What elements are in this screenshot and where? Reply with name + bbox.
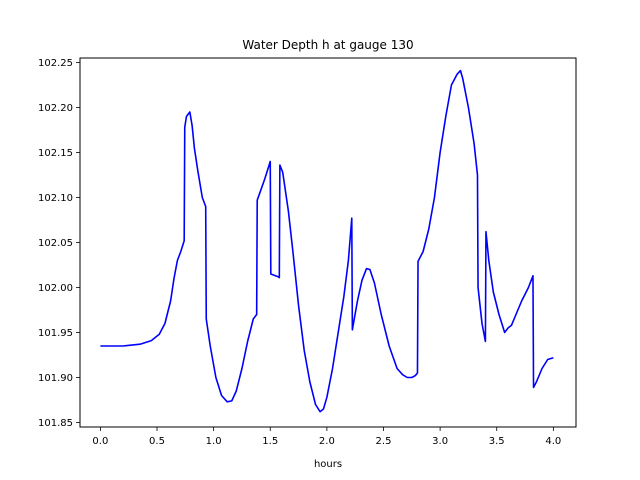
x-axis: 0.0 0.5 1.0 1.5 2.0 2.5 3.0 3.5 4.0 — [92, 427, 561, 447]
plot-frame — [79, 57, 577, 428]
x-tick-label: 2.5 — [376, 436, 392, 447]
x-axis-label: hours — [314, 459, 342, 470]
x-tick-label: 1.5 — [262, 436, 278, 447]
y-tick-label: 101.90 — [38, 373, 73, 384]
x-tick-label: 3.5 — [489, 436, 505, 447]
y-tick-label: 101.95 — [38, 328, 73, 339]
y-tick-label: 102.05 — [38, 238, 73, 249]
x-tick-label: 3.0 — [432, 436, 448, 447]
x-tick-label: 2.0 — [319, 436, 335, 447]
y-tick-label: 102.10 — [38, 193, 73, 204]
x-tick-label: 4.0 — [545, 436, 561, 447]
chart-title: Water Depth h at gauge 130 — [242, 38, 413, 52]
plot-area — [100, 69, 554, 413]
y-tick-label: 101.85 — [38, 418, 73, 429]
x-tick-label: 0.0 — [92, 436, 108, 447]
y-tick-label: 102.00 — [38, 283, 73, 294]
y-axis: 101.85 101.90 101.95 102.00 102.05 102.10 102.… — [38, 58, 80, 429]
x-tick-label: 0.5 — [149, 436, 165, 447]
y-tick-label: 102.25 — [38, 58, 73, 69]
y-tick-label: 102.20 — [38, 103, 73, 114]
y-tick-label: 102.15 — [38, 148, 73, 159]
series-line-0 — [100, 69, 554, 413]
x-tick-label: 1.0 — [206, 436, 222, 447]
